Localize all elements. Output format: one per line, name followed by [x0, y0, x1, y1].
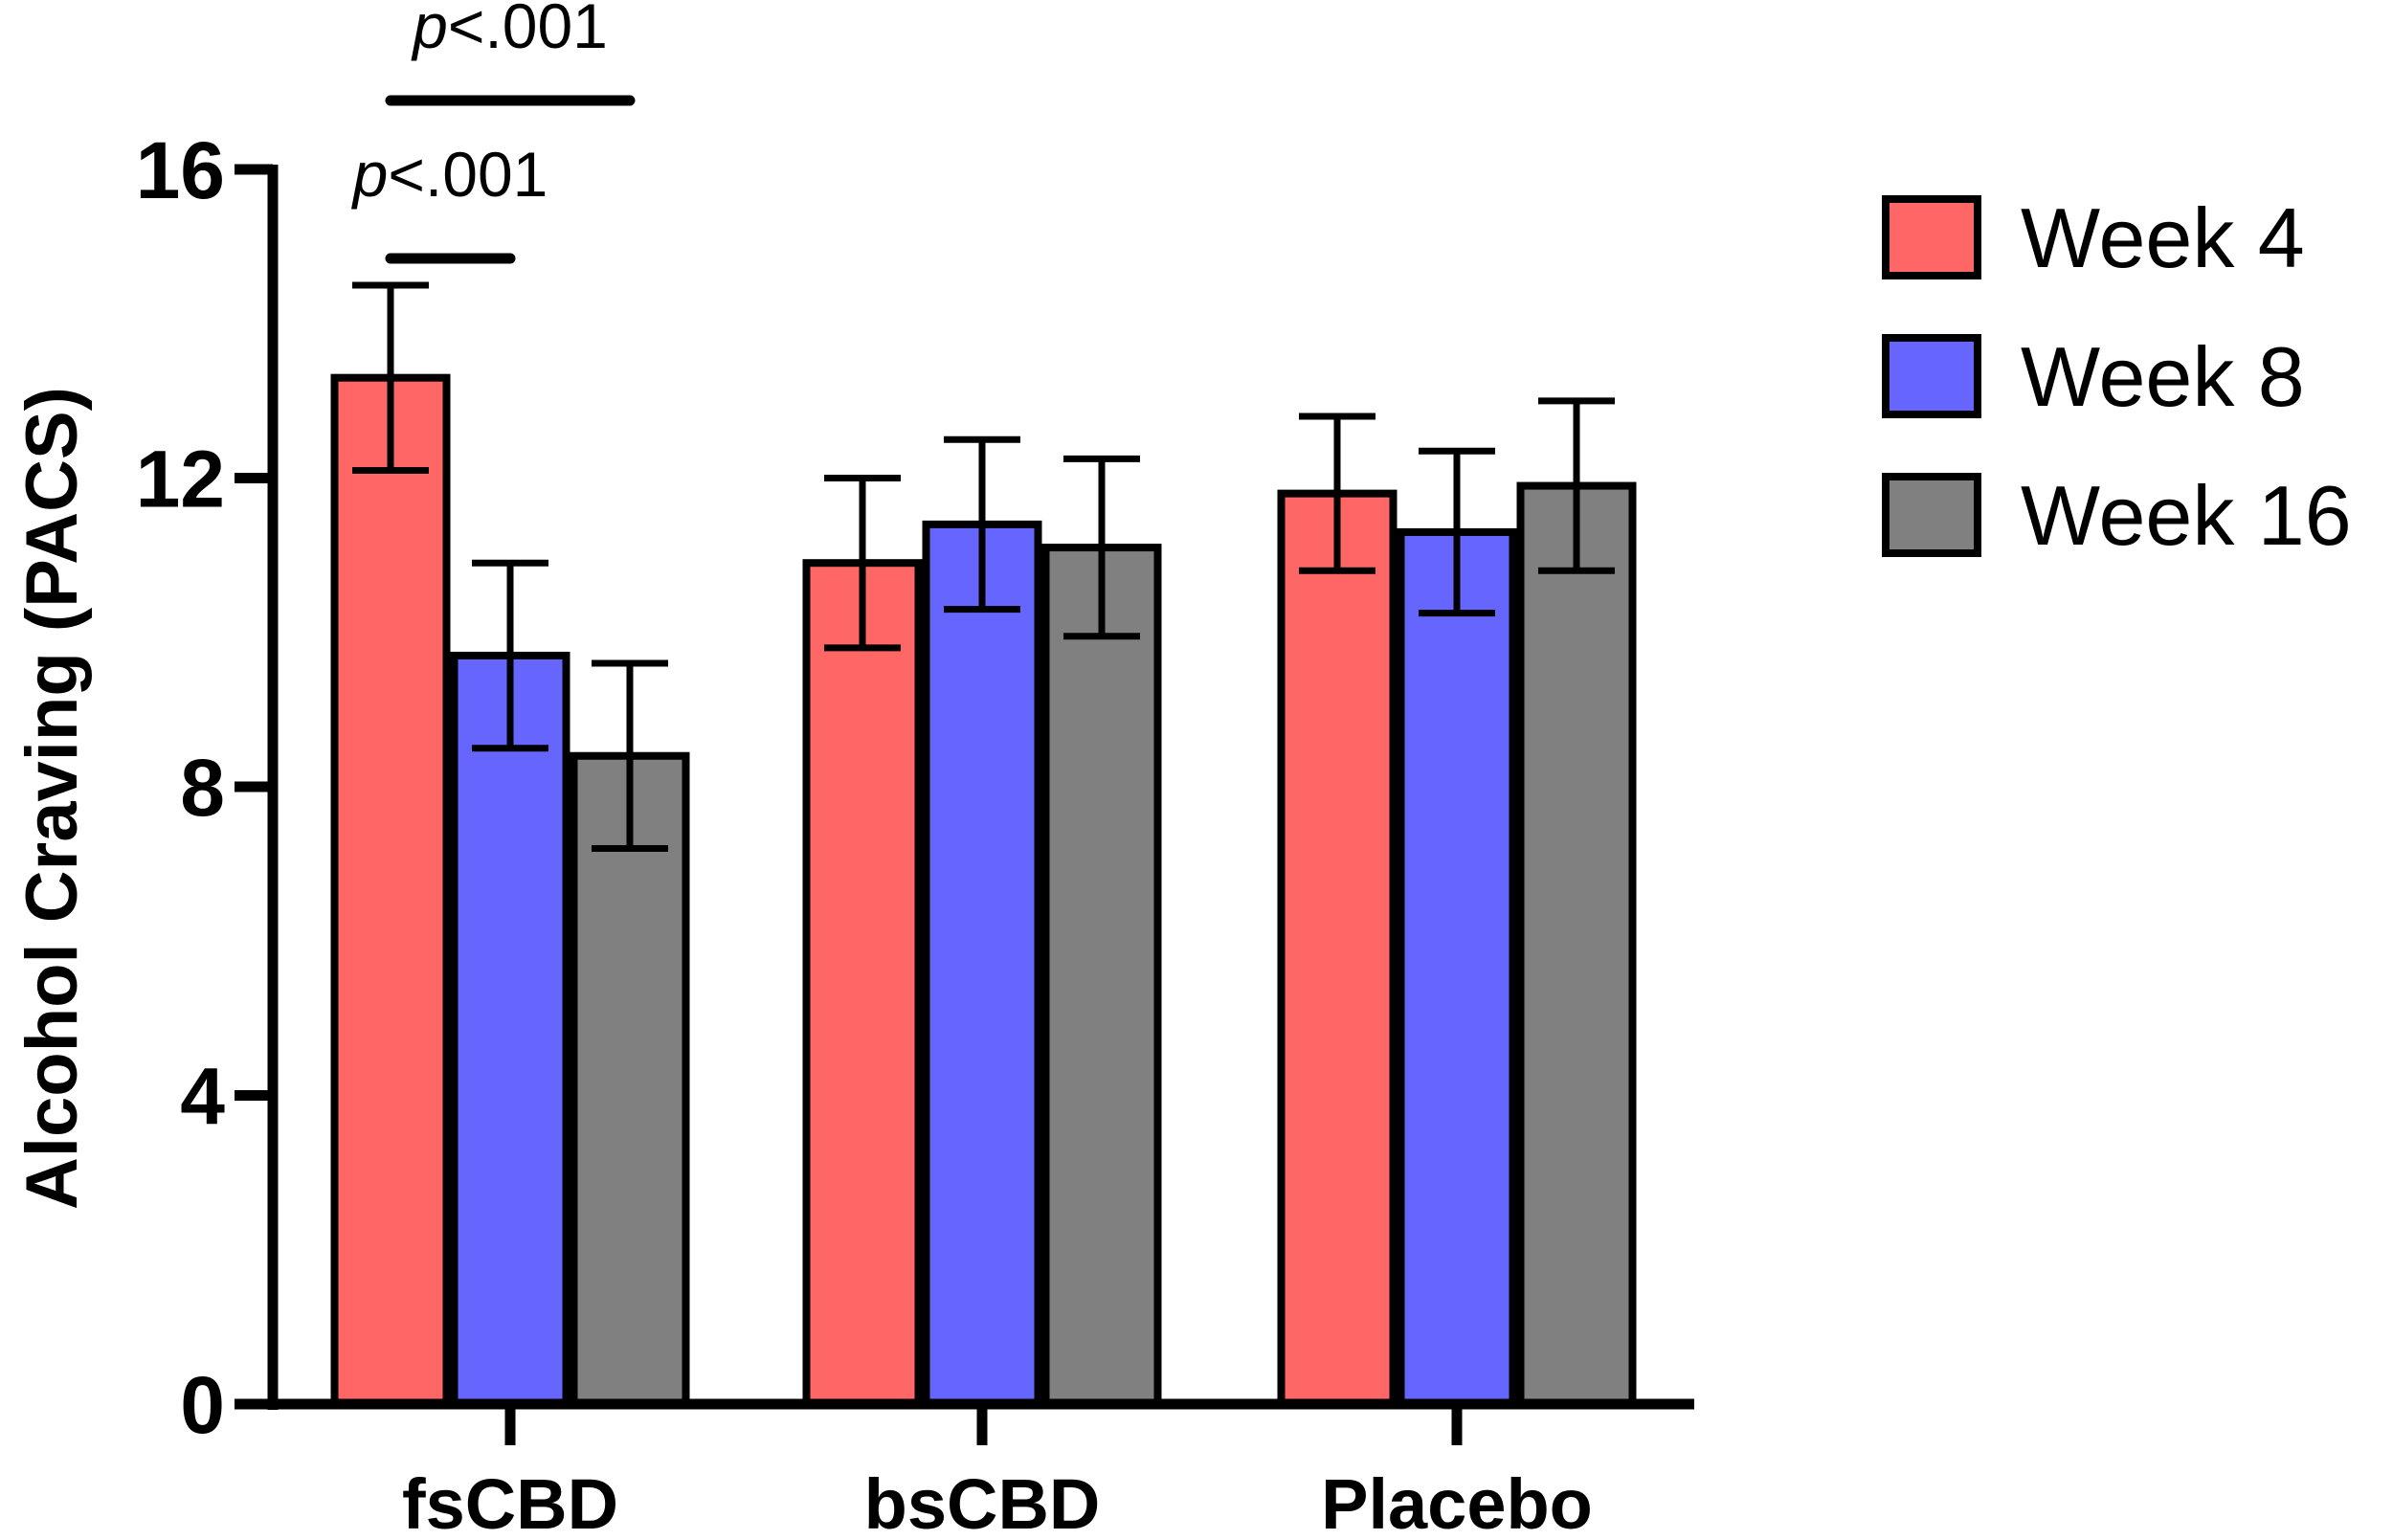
bar: [450, 651, 570, 1408]
p-symbol: p: [411, 0, 448, 61]
y-tick-label: 16: [136, 125, 225, 215]
bar: [330, 373, 451, 1408]
bar: [1277, 489, 1398, 1408]
bar: [570, 751, 690, 1408]
x-tick-label: bsCBD: [864, 1464, 1101, 1540]
p-value: <.001: [388, 139, 548, 210]
legend-label: Week 4: [2021, 190, 2305, 285]
p-value: <.001: [448, 0, 608, 61]
bar: [922, 520, 1042, 1408]
significance-label: p<.001: [351, 139, 548, 210]
y-tick-label: 8: [180, 743, 225, 833]
legend-label: Week 8: [2021, 329, 2305, 424]
y-tick-label: 4: [180, 1052, 225, 1142]
significance-label: p<.001: [411, 0, 608, 61]
legend-swatch: [1882, 473, 1981, 557]
p-symbol: p: [351, 139, 389, 210]
legend-label: Week 16: [2021, 468, 2352, 563]
legend: Week 4 Week 8 Week 16: [1882, 190, 2352, 563]
bar: [1397, 527, 1517, 1408]
legend-swatch: [1882, 195, 1981, 279]
bars: [330, 281, 1637, 1408]
axes: 0 4 8 12 16 fsCBD bsCBD Placebo: [136, 125, 1694, 1540]
x-tick-label: Placebo: [1321, 1464, 1593, 1540]
y-axis-title: Alcohol Craving (PACS): [11, 387, 93, 1210]
legend-swatch: [1882, 334, 1981, 418]
y-tick-label: 12: [136, 435, 225, 524]
y-tick-label: 0: [180, 1360, 225, 1450]
x-tick-label: fsCBD: [402, 1464, 618, 1540]
bar: [1516, 481, 1637, 1408]
bar: [1041, 544, 1162, 1408]
bar: [802, 559, 923, 1408]
